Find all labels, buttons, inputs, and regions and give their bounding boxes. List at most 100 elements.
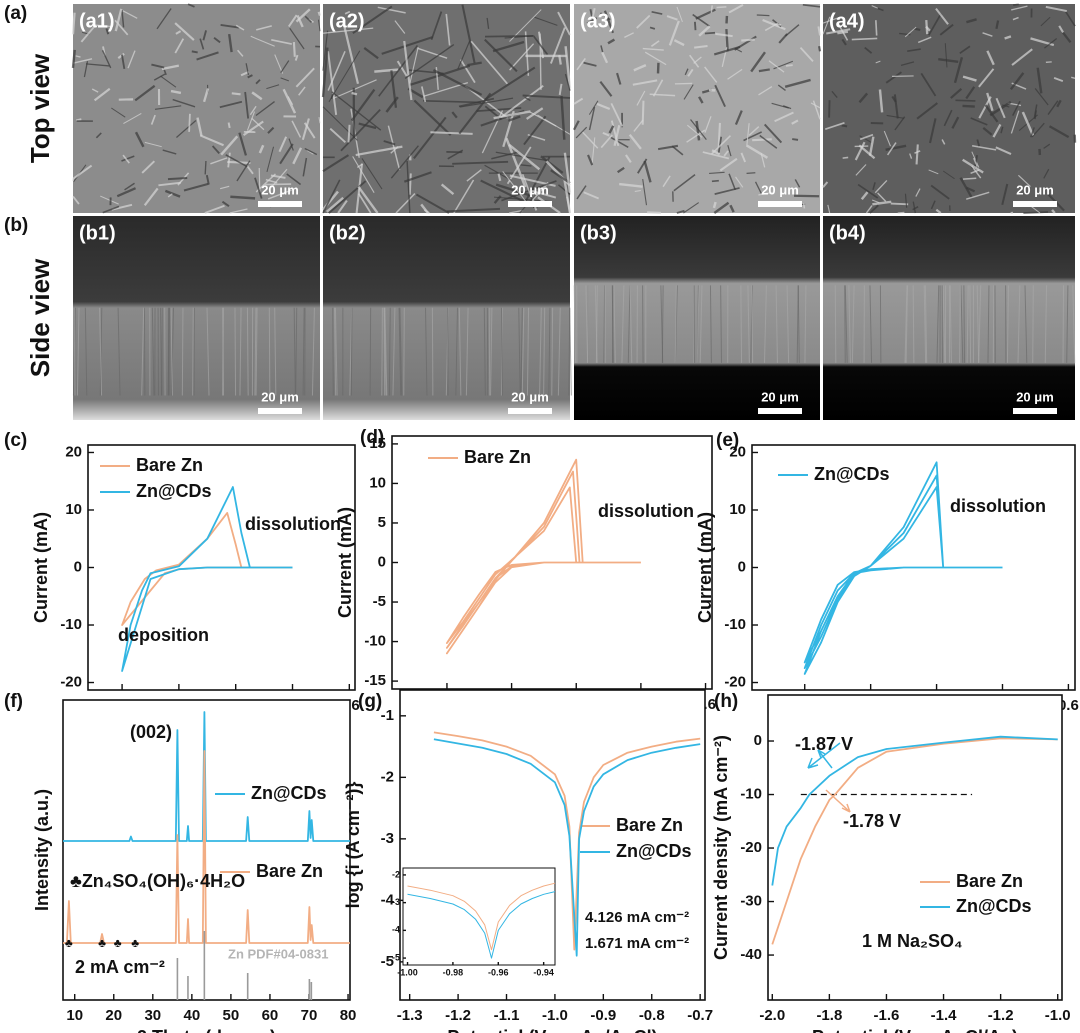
texture [134, 131, 145, 148]
x-tick-label: 10 [66, 1007, 83, 1024]
texture [756, 14, 770, 17]
texture [585, 285, 589, 363]
texture [720, 285, 722, 363]
sem-image: (a3) 20 μm [573, 3, 822, 215]
texture [396, 60, 408, 77]
texture [321, 47, 329, 98]
texture [150, 114, 156, 125]
texture [992, 285, 995, 363]
texture [199, 134, 224, 147]
texture [413, 99, 452, 136]
texture [923, 285, 927, 363]
row-label: (b) [4, 215, 28, 236]
texture [719, 157, 738, 172]
texture [271, 38, 292, 45]
texture [293, 307, 296, 396]
texture [99, 307, 103, 396]
texture [563, 152, 572, 193]
texture [900, 61, 915, 67]
texture [383, 140, 396, 146]
texture [254, 177, 263, 199]
scale-label: 20 μm [511, 389, 549, 404]
texture [387, 125, 401, 171]
texture [586, 16, 598, 25]
texture [459, 97, 514, 108]
texture [711, 179, 719, 183]
texture [265, 183, 292, 186]
texture [715, 32, 733, 38]
texture [746, 144, 769, 159]
x-tick-label: 0.6 [1058, 697, 1079, 714]
texture [196, 117, 203, 137]
x-tick-label: -0.7 [687, 1007, 713, 1024]
texture [784, 78, 811, 89]
texture [616, 72, 622, 85]
texture [162, 149, 177, 155]
peak-symbol: ♣ [98, 936, 106, 950]
texture [1056, 99, 1062, 108]
texture [1072, 285, 1076, 363]
texture [943, 109, 953, 127]
texture [751, 285, 754, 363]
texture [1013, 3, 1019, 6]
texture [220, 24, 240, 29]
texture [490, 307, 493, 396]
texture [596, 102, 611, 111]
texture [452, 160, 509, 165]
texture [204, 160, 207, 175]
texture [408, 173, 412, 195]
texture [683, 84, 694, 100]
texture [897, 211, 905, 214]
y-tick-label: 15 [369, 435, 386, 452]
texture [502, 110, 515, 148]
texture [141, 307, 145, 396]
texture [398, 307, 402, 396]
texture [748, 126, 760, 136]
texture [791, 119, 799, 125]
texture [676, 209, 685, 214]
texture [971, 165, 982, 179]
panel-label: (d) [360, 427, 384, 448]
texture [568, 307, 571, 396]
texture [1034, 88, 1049, 106]
texture [785, 64, 793, 67]
scale-label: 20 μm [511, 182, 549, 197]
texture [374, 68, 399, 73]
panel-label: (f) [4, 691, 23, 712]
texture [143, 187, 159, 206]
texture [660, 285, 664, 363]
y-tick-label: 10 [65, 501, 82, 518]
peak-symbol: ♣ [65, 936, 73, 950]
texture [110, 15, 114, 29]
texture [875, 60, 881, 64]
texture [625, 154, 632, 163]
texture [804, 285, 807, 363]
texture [181, 307, 184, 396]
texture [728, 173, 736, 191]
texture [121, 155, 135, 162]
texture [607, 38, 616, 45]
texture [699, 285, 703, 363]
texture [381, 35, 434, 55]
texture [725, 29, 729, 52]
texture [188, 113, 191, 132]
texture [634, 189, 641, 192]
texture [153, 73, 166, 81]
texture [458, 307, 462, 396]
texture [484, 38, 518, 73]
texture [1058, 25, 1065, 33]
x-tick-label: 20 [105, 1007, 122, 1024]
texture [289, 27, 305, 50]
y-axis-title: log {i (A cm⁻²)} [343, 782, 363, 909]
texture [904, 193, 908, 208]
texture [916, 102, 938, 120]
texture [381, 307, 383, 396]
x-tick-label: 50 [223, 1007, 240, 1024]
texture [237, 49, 244, 57]
texture [594, 285, 598, 363]
y-axis-title: Current (mA) [335, 507, 355, 618]
texture [657, 144, 679, 151]
texture [978, 285, 982, 363]
y-axis-title: Current (mA) [31, 512, 51, 623]
texture [1017, 285, 1021, 363]
